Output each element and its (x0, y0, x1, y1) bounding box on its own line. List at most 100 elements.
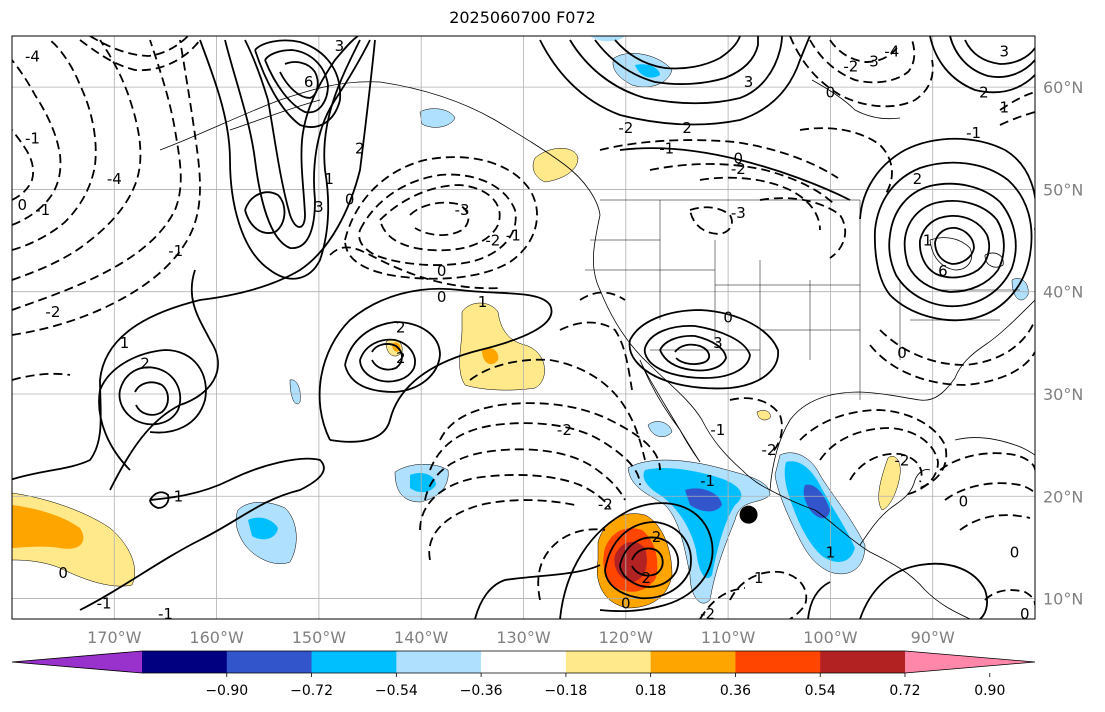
contour-value-label: -2 (557, 421, 572, 439)
colorbar-segment (735, 651, 821, 673)
latitude-tick-label: 60°N (1043, 78, 1083, 97)
colorbar-extend-high (905, 651, 1035, 673)
negative-anomaly-region (419, 108, 456, 128)
contour-value-label: 1 (120, 334, 130, 352)
latitude-axis: 10°N 20°N 30°N 40°N 50°N 60°N (1043, 78, 1083, 608)
positive-anomaly-region (482, 348, 499, 365)
baja-california-coastline (639, 359, 701, 463)
colorbar-segment (226, 651, 313, 673)
contour-value-label: -2 (598, 495, 613, 513)
positive-contours (12, 36, 1035, 619)
contour-value-label: -2 (700, 605, 715, 623)
contour-value-label: 0 (58, 564, 68, 582)
contour-value-label: 2 (652, 528, 662, 546)
contour-value-label: -1 (168, 487, 183, 505)
positive-anomaly-region (12, 505, 84, 549)
negative-anomaly-region (635, 64, 660, 78)
contour-value-label: 0 (1010, 544, 1020, 562)
latitude-tick-label: 10°N (1043, 590, 1083, 609)
gulf-of-mexico-coastline (769, 299, 1035, 491)
contour-value-label: 1 (478, 293, 488, 311)
contour-value-label: 0 (345, 191, 355, 209)
colorbar-tick-label: 0.36 (720, 683, 751, 699)
colorbar-segment (142, 651, 228, 673)
negative-anomaly-region (590, 36, 625, 42)
contour-value-label: 1 (923, 232, 933, 250)
contour-value-label: 2 (396, 349, 406, 367)
colorbar-segment (396, 651, 482, 673)
contour-value-label: 3 (1000, 42, 1010, 60)
contour-value-label: -4 (107, 170, 122, 188)
contour-value-label: 0 (734, 150, 744, 168)
contour-value-label: 0 (1020, 605, 1030, 623)
colorbar-segment (481, 651, 567, 673)
north-america-coastline (379, 81, 971, 619)
contour-value-label: -2 (895, 451, 910, 469)
contour-labels: -2-3-2 -100 1223120-1-212-10-1-1-2-2-1-2-1… (17, 37, 1030, 623)
contour-value-label: -2 (45, 303, 60, 321)
positive-anomaly-region (756, 410, 771, 421)
contour-value-label: -2 (843, 58, 858, 76)
contour-value-label: 2 (913, 170, 923, 188)
hudson-bay-coastline (811, 79, 901, 120)
contour-value-label: -1 (35, 201, 50, 219)
latitude-tick-label: 40°N (1043, 283, 1083, 302)
colorbar-tick-label: 0.54 (805, 683, 836, 699)
colorbar-extend-low (12, 651, 142, 673)
colorbar-tick-label: −0.90 (205, 683, 248, 699)
contour-value-label: 0 (897, 344, 907, 362)
contour-value-label: 0 (826, 83, 836, 101)
map-frame (11, 35, 1036, 620)
colorbar-tick-label: 0.72 (889, 683, 920, 699)
contour-value-label: 0 (17, 196, 27, 214)
negative-anomaly-region (1011, 278, 1029, 301)
map-title: 2025060700 F072 (449, 8, 596, 27)
colorbar-tick-label: −0.18 (544, 683, 587, 699)
contour-value-label: -4 (25, 47, 40, 65)
contour-value-label: 0 (437, 262, 447, 280)
contour-value-label: 1 (324, 170, 334, 188)
negative-anomaly-region (685, 488, 722, 512)
contour-value-label: -2 (731, 160, 746, 178)
contour-value-label: -1 (158, 605, 173, 623)
longitude-tick-label: 150°W (292, 628, 347, 647)
latitude-tick-label: 50°N (1043, 180, 1083, 199)
negative-anomaly-region (643, 467, 742, 579)
contour-value-label: 3 (314, 198, 324, 216)
contour-value-label: -3 (864, 53, 879, 71)
contour-value-label: 0 (959, 492, 969, 510)
contour-value-label: -1 (966, 124, 981, 142)
map-plot-area: -2-3-2 -100 1223120-1-212-10-1-1-2-2-1-2-1… (12, 36, 1035, 623)
longitude-tick-label: 120°W (599, 628, 654, 647)
positive-anomaly-region (532, 148, 579, 183)
contour-value-label: -1 (700, 472, 715, 490)
contour-value-label: 2 (355, 140, 365, 158)
contour-value-label: -1 (710, 421, 725, 439)
contour-value-label: -1 (659, 140, 674, 158)
colorbar-tick-label: −0.54 (375, 683, 418, 699)
storm-position-marker (739, 505, 758, 524)
colorbar-tick-label: 0.90 (974, 683, 1005, 699)
colorbar-tick-label: −0.36 (460, 683, 503, 699)
contour-value-label: -3 (731, 204, 746, 222)
negative-contours (12, 36, 1035, 619)
contour-value-label: 0 (437, 288, 447, 306)
contour-value-label: 3 (713, 334, 723, 352)
contour-value-label: -2 (485, 232, 500, 250)
state-borders (585, 199, 1020, 400)
great-lakes-outline (929, 237, 1004, 271)
contour-value-label: -1 (506, 226, 521, 244)
contour-value-label: -3 (455, 201, 470, 219)
contour-value-label: 1 (826, 544, 836, 562)
contour-value-label: 2 (979, 83, 989, 101)
contour-value-label: 1 (1000, 99, 1010, 117)
latitude-tick-label: 20°N (1043, 487, 1083, 506)
contour-value-label: 3 (744, 73, 754, 91)
longitude-axis: 170°W 160°W 150°W 140°W 130°W 120°W 110°W 100°W… (87, 628, 955, 647)
contour-value-label: -2 (618, 119, 633, 137)
contour-value-label: 2 (396, 319, 406, 337)
longitude-tick-label: 90°W (911, 628, 955, 647)
contour-value-label: 0 (621, 595, 631, 613)
contour-value-label: 2 (682, 119, 692, 137)
